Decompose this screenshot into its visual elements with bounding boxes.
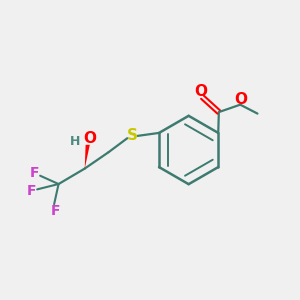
Text: F: F: [51, 204, 60, 218]
Text: F: F: [29, 166, 39, 180]
Text: H: H: [70, 135, 80, 148]
Text: O: O: [234, 92, 247, 107]
Text: O: O: [194, 84, 208, 99]
Text: S: S: [127, 128, 138, 143]
Polygon shape: [85, 145, 90, 169]
Text: F: F: [26, 184, 36, 198]
Text: O: O: [83, 131, 96, 146]
